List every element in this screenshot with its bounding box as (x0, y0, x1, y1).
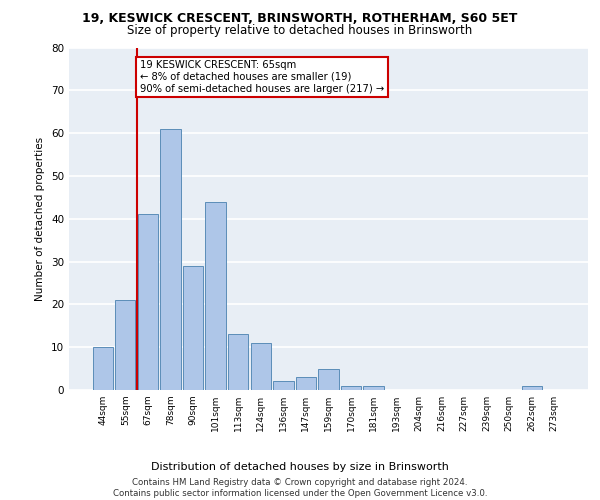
Bar (521, 386, 542, 390)
Text: 19 KESWICK CRESCENT: 65sqm
← 8% of detached houses are smaller (19)
90% of semi-: 19 KESWICK CRESCENT: 65sqm ← 8% of detac… (140, 60, 384, 94)
Bar (138, 214, 158, 390)
Text: 19, KESWICK CRESCENT, BRINSWORTH, ROTHERHAM, S60 5ET: 19, KESWICK CRESCENT, BRINSWORTH, ROTHER… (82, 12, 518, 26)
Bar (341, 386, 361, 390)
Bar (273, 382, 293, 390)
Text: Contains HM Land Registry data © Crown copyright and database right 2024.
Contai: Contains HM Land Registry data © Crown c… (113, 478, 487, 498)
Bar (228, 334, 248, 390)
Bar (296, 377, 316, 390)
Bar (251, 343, 271, 390)
Bar (319, 368, 338, 390)
Y-axis label: Number of detached properties: Number of detached properties (35, 136, 46, 301)
Text: Size of property relative to detached houses in Brinsworth: Size of property relative to detached ho… (127, 24, 473, 37)
Bar (115, 300, 136, 390)
Bar (205, 202, 226, 390)
Text: Distribution of detached houses by size in Brinsworth: Distribution of detached houses by size … (151, 462, 449, 472)
Bar (160, 129, 181, 390)
Bar (183, 266, 203, 390)
Bar (92, 347, 113, 390)
Bar (364, 386, 384, 390)
